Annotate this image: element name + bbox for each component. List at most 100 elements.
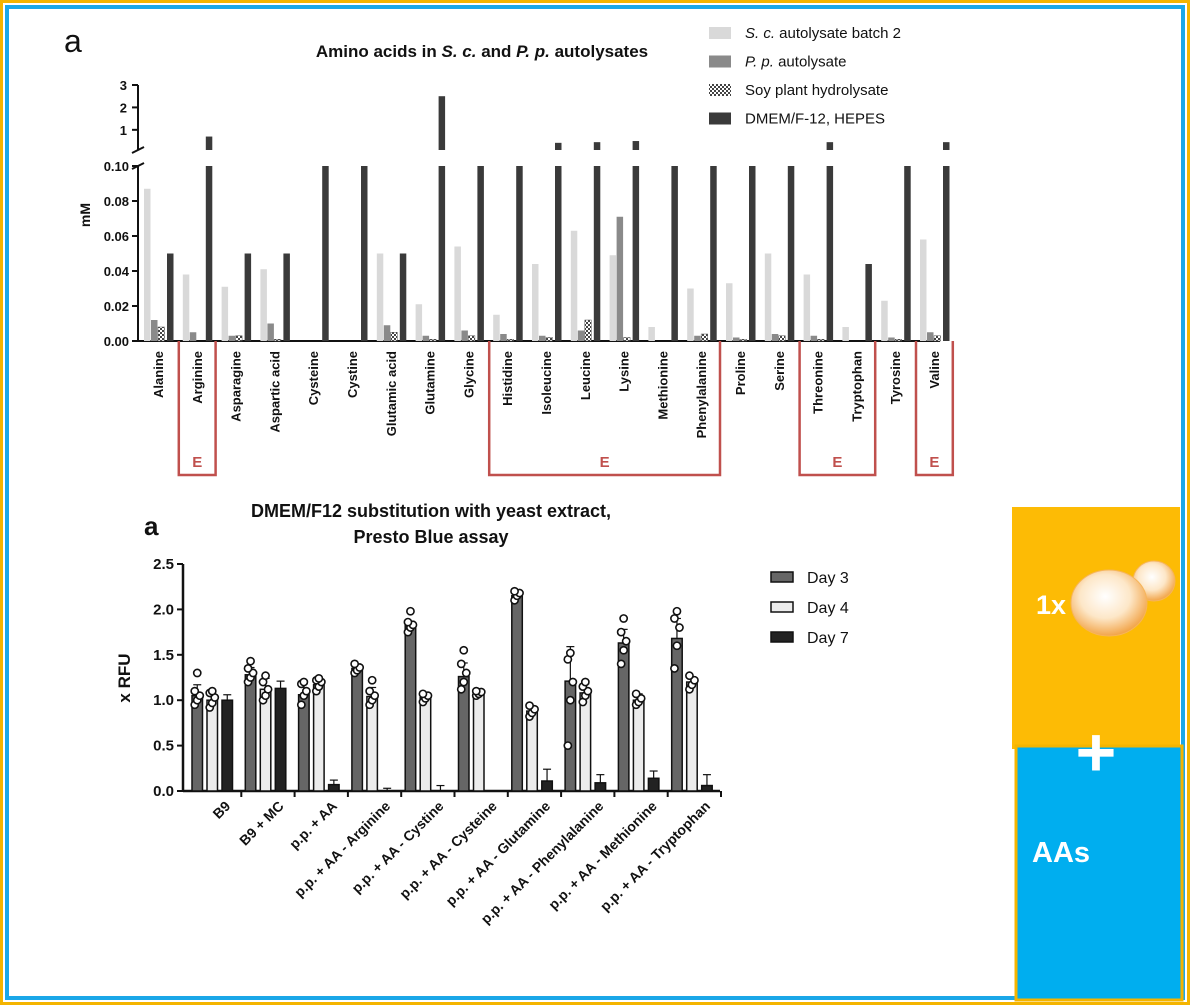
- bar-aspartic-acid-s-c-autolysate-batch-2: [260, 269, 267, 341]
- bar-threonine-soy-plant-hydrolysate: [817, 339, 825, 342]
- presto-axes: 0.0 0.5 1.0 1.5 2.0 2.5: [153, 556, 722, 800]
- replicate-point: [621, 636, 631, 646]
- bar-alanine-dmem-f-12-hepes: [167, 253, 174, 341]
- presto-bars: [190, 586, 713, 792]
- legend-label-autolysate-batch-2: S. c. autolysate batch 2: [745, 25, 901, 42]
- title-part: Amino acids in: [316, 42, 442, 61]
- x-label-cystine: Cystine: [345, 351, 360, 398]
- x-label-arginine: Arginine: [190, 351, 205, 404]
- plus-sign: +: [1076, 713, 1117, 791]
- bar-asparagine-s-c-autolysate-batch-2: [221, 286, 229, 341]
- bar-arginine-dmem-f-12-hepes: [205, 166, 213, 341]
- bar-p-p-aa-arginine-day-4: [366, 695, 379, 792]
- title-part: S. c.: [442, 42, 477, 61]
- bar-aspartic-acid-soy-plant-hydrolysate: [274, 339, 282, 342]
- legend-text-part: Soy plant hydrolysate: [745, 82, 888, 99]
- replicate-point: [568, 677, 578, 687]
- legend-swatch-autolysate-batch-2: [709, 27, 731, 39]
- y-tick-label: 2.5: [153, 556, 174, 573]
- bar-lysine-dmem-f-12-hepes-upper: [632, 141, 640, 150]
- bar-p-p-aa-glutamine-day-3: [511, 595, 524, 792]
- bar-histidine-p-p-autolysate: [500, 334, 507, 341]
- replicate-point: [619, 645, 629, 655]
- replicate-point: [190, 686, 200, 696]
- bar-p-p-aa-phenylalanine-day-4: [579, 692, 592, 792]
- replicate-point: [367, 675, 377, 685]
- replicate-point: [461, 668, 471, 678]
- bar-p-p-aa-glutamine-day-7: [541, 780, 554, 792]
- bar-threonine-dmem-f-12-hepes: [826, 166, 834, 341]
- bar-p-p-aa-methionine-day-7: [647, 777, 660, 792]
- x-label-alanine: Alanine: [151, 351, 166, 398]
- replicate-point: [207, 686, 217, 696]
- essential-bracket: [177, 341, 217, 477]
- bar-p-p-aa-methionine-day-4: [632, 699, 645, 792]
- replicate-point: [418, 689, 428, 699]
- x-label-p-p-aa-cysteine: p.p. + AA - Cysteine: [396, 798, 500, 902]
- x-label-aspartic-acid: Aspartic acid: [267, 351, 282, 433]
- x-label-p-p-aa: p.p. + AA: [286, 798, 340, 852]
- replicate-point: [406, 606, 415, 616]
- bar-p-p-aa-tryptophan-day-4: [685, 681, 698, 792]
- bar-glutamic-acid-p-p-autolysate: [383, 325, 391, 341]
- bar-b9-mc-day-7: [274, 687, 287, 792]
- bar-histidine-soy-plant-hydrolysate: [506, 339, 514, 342]
- y-tick-label: 0.10: [104, 159, 129, 174]
- legend-label-day-3: Day 3: [807, 570, 849, 587]
- bar-asparagine-dmem-f-12-hepes: [244, 253, 252, 341]
- title-part: and: [476, 42, 516, 61]
- y-tick-label: 0.02: [104, 299, 129, 314]
- y-tick-label: 2: [120, 100, 127, 115]
- bar-alanine-p-p-autolysate: [151, 320, 158, 341]
- bar-isoleucine-s-c-autolysate-batch-2: [532, 264, 539, 341]
- bar-p-p-aa-tryptophan-day-7: [700, 784, 713, 792]
- bar-aspartic-acid-dmem-f-12-hepes: [283, 253, 290, 341]
- bar-tryptophan-s-c-autolysate-batch-2: [842, 327, 849, 341]
- bar-lysine-p-p-autolysate: [616, 216, 624, 341]
- bar-serine-p-p-autolysate: [771, 334, 779, 341]
- bar-leucine-p-p-autolysate: [577, 330, 585, 341]
- replicate-point: [350, 659, 360, 669]
- bar-arginine-dmem-f-12-hepes-upper: [205, 136, 213, 150]
- x-label-valine: Valine: [927, 351, 942, 389]
- bar-p-p-aa-glutamine-day-4: [526, 710, 539, 792]
- panel-label-top: a: [64, 23, 82, 59]
- amino-acids-label: AAs: [1032, 837, 1090, 869]
- side-panel: 1x + AAs: [1012, 507, 1184, 1002]
- x-label-lysine: Lysine: [617, 351, 632, 392]
- x-label-p-p-aa-glutamine: p.p. + AA - Glutamine: [442, 798, 553, 909]
- amino-acid-chart-title: Amino acids in S. c. and P. p. autolysat…: [316, 42, 648, 61]
- replicate-point: [616, 659, 626, 669]
- bar-b9-mc-day-3: [244, 674, 257, 792]
- bar-arginine-p-p-autolysate: [189, 332, 197, 341]
- bar-valine-dmem-f-12-hepes-upper: [943, 142, 950, 150]
- bar-glutamic-acid-dmem-f-12-hepes: [399, 253, 407, 341]
- bar-methionine-s-c-autolysate-batch-2: [648, 327, 655, 341]
- bar-cysteine-dmem-f-12-hepes: [322, 166, 329, 341]
- replicate-point: [672, 641, 682, 651]
- legend-swatch-autolysate: [709, 55, 731, 68]
- bar-b9-day-3: [191, 694, 204, 792]
- replicate-point: [243, 664, 253, 673]
- x-label-isoleucine: Isoleucine: [539, 351, 554, 415]
- blue-panel: [1014, 744, 1184, 1002]
- replicate-point: [616, 627, 626, 637]
- legend-italic-part: S. c.: [745, 25, 775, 42]
- legend-swatch-day-4: [770, 601, 794, 613]
- essential-bracket: [487, 341, 722, 477]
- bar-p-p-aa-cysteine-day-3: [457, 675, 470, 792]
- amino-acid-chart: a Amino acids in S. c. and P. p. autolys…: [64, 23, 955, 477]
- x-label-b9: B9: [209, 798, 233, 822]
- y-axis-label-rfu: x RFU: [115, 653, 134, 702]
- bar-lysine-s-c-autolysate-batch-2: [609, 255, 617, 341]
- bar-leucine-soy-plant-hydrolysate: [584, 319, 592, 342]
- yeast-cell-icon: [1070, 560, 1176, 637]
- essential-marker: E: [929, 454, 939, 471]
- replicate-point: [565, 695, 575, 705]
- bar-threonine-p-p-autolysate: [810, 335, 818, 341]
- bar-p-p-aa-phenylalanine-day-7: [594, 782, 607, 792]
- bar-leucine-dmem-f-12-hepes: [593, 166, 601, 341]
- bar-arginine-s-c-autolysate-batch-2: [182, 274, 190, 341]
- bar-histidine-s-c-autolysate-batch-2: [493, 314, 500, 341]
